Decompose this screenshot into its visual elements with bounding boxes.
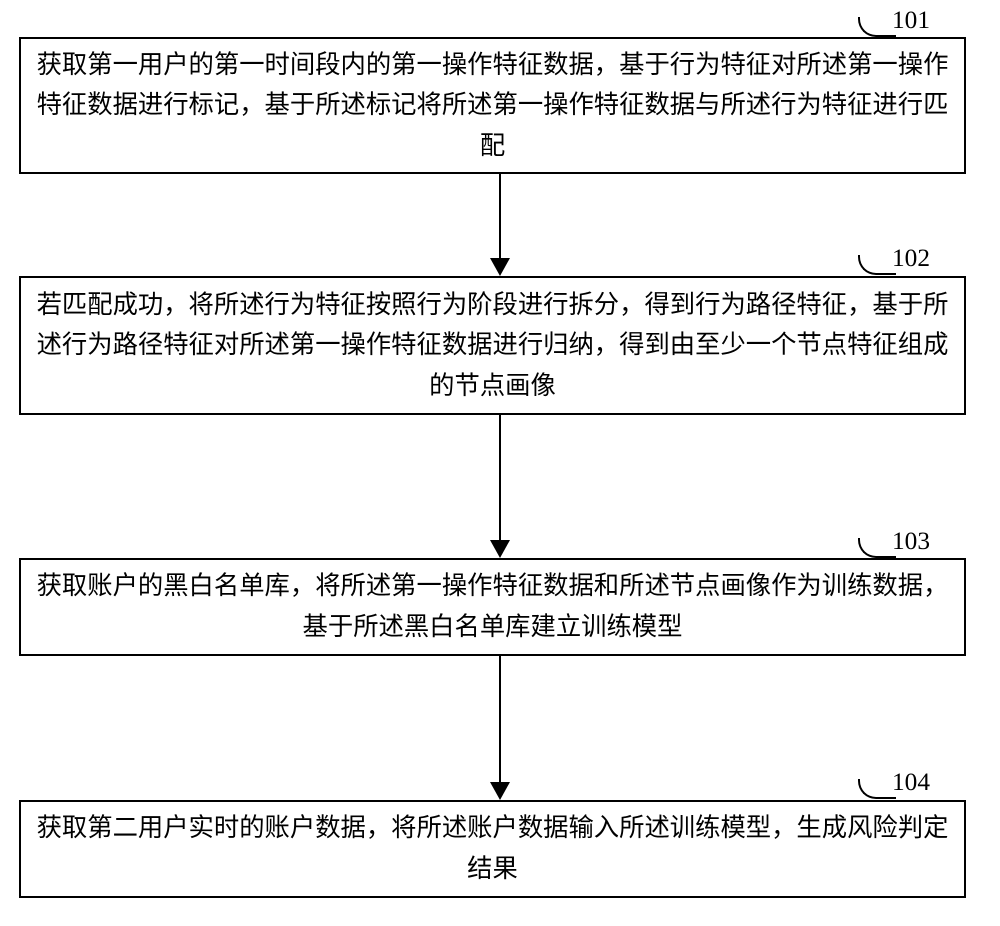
flowchart-label-tick [858,538,896,558]
flowchart-node-text: 获取第一用户的第一时间段内的第一操作特征数据，基于行为特征对所述第一操作特征数据… [35,45,950,167]
flowchart-step-label-104: 104 [892,768,930,797]
flowchart-node-text: 获取账户的黑白名单库，将所述第一操作特征数据和所述节点画像作为训练数据，基于所述… [35,566,950,647]
flowchart-node-102: 若匹配成功，将所述行为特征按照行为阶段进行拆分，得到行为路径特征，基于所述行为路… [19,276,966,415]
flowchart-step-label-103: 103 [892,527,930,556]
flowchart-label-tick [858,779,896,799]
flowchart-node-104: 获取第二用户实时的账户数据，将所述账户数据输入所述训练模型，生成风险判定结果 [19,800,966,898]
flowchart-step-label-102: 102 [892,244,930,273]
flowchart-step-label-101: 101 [892,6,930,35]
arrow-down-icon [490,540,510,558]
flowchart-node-101: 获取第一用户的第一时间段内的第一操作特征数据，基于行为特征对所述第一操作特征数据… [19,37,966,174]
flowchart-label-tick [858,255,896,275]
flowchart-arrow-line [499,415,501,540]
flowchart-arrow-line [499,656,501,782]
flowchart-canvas: 获取第一用户的第一时间段内的第一操作特征数据，基于行为特征对所述第一操作特征数据… [0,0,1000,926]
flowchart-label-tick [858,17,896,37]
flowchart-node-text: 若匹配成功，将所述行为特征按照行为阶段进行拆分，得到行为路径特征，基于所述行为路… [35,285,950,407]
flowchart-node-text: 获取第二用户实时的账户数据，将所述账户数据输入所述训练模型，生成风险判定结果 [35,808,950,889]
arrow-down-icon [490,258,510,276]
arrow-down-icon [490,782,510,800]
flowchart-node-103: 获取账户的黑白名单库，将所述第一操作特征数据和所述节点画像作为训练数据，基于所述… [19,558,966,656]
flowchart-arrow-line [499,174,501,258]
